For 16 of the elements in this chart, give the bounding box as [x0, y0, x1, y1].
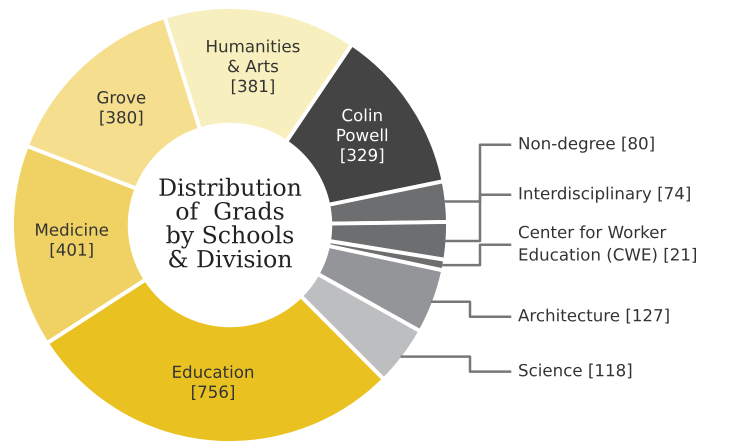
- data-label: [401]: [50, 242, 93, 258]
- slice-label: Science [118]: [519, 364, 632, 378]
- data-label: [756]: [192, 385, 234, 400]
- slice-label: Grove: [97, 91, 146, 104]
- slice-label: Medicine: [36, 223, 108, 236]
- slice-label: Colin Powell: [337, 108, 388, 142]
- slice-label: Interdisciplinary [74]: [520, 186, 690, 203]
- text: Distribution of Grads by Schools & Division: [159, 178, 302, 268]
- slice-label: Architecture [127]: [518, 308, 669, 324]
- slice-label: Humanities & Arts: [207, 40, 300, 72]
- slice-label: Non-degree [80]: [520, 136, 654, 153]
- data-label: [381]: [232, 79, 274, 94]
- slice-label: Center for Worker Education (CWE) [21]: [518, 225, 696, 263]
- slice-label: Education: [173, 365, 254, 378]
- data-label: [329]: [341, 148, 384, 164]
- data-label: [380]: [100, 110, 142, 126]
